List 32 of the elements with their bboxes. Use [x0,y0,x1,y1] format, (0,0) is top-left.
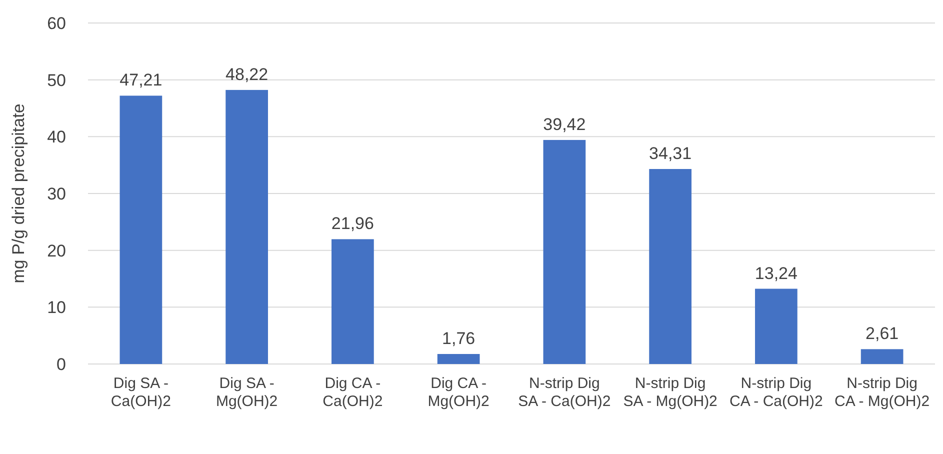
bar [332,239,374,364]
bar [120,96,162,364]
x-tick-label: Dig SA - Ca(OH)2 [110,375,171,410]
data-label: 21,96 [331,214,374,234]
x-tick-label: Dig SA - Mg(OH)2 [216,375,278,410]
data-label: 39,42 [543,114,586,134]
data-label: 1,76 [442,328,476,348]
x-tick-label: Dig CA - Ca(OH)2 [322,375,383,410]
data-label: 47,21 [120,70,162,90]
x-tick-label: N-strip Dig CA - Mg(OH)2 [834,375,930,410]
data-label: 48,22 [226,64,268,84]
x-tick-label: Dig CA - Mg(OH)2 [428,375,490,410]
bar [226,90,268,364]
bar [755,288,798,364]
data-label: 34,31 [649,144,692,164]
x-tick-label: N-strip Dig CA - Ca(OH)2 [730,375,823,410]
data-label: 13,24 [754,264,798,283]
y-tick-label: 50 [47,70,66,90]
bar [543,140,586,364]
x-tick-label: N-strip Dig SA - Ca(OH)2 [518,375,611,410]
data-label: 2,61 [866,324,899,344]
y-tick-label: 0 [56,354,66,374]
bar [649,169,692,364]
x-tick-label: N-strip Dig SA - Mg(OH)2 [623,375,718,410]
y-tick-label: 10 [47,298,66,318]
y-tick-label: 40 [47,128,66,147]
bar [860,349,904,364]
bar [437,354,480,364]
y-tick-label: 30 [47,184,66,204]
y-tick-label: 20 [47,241,66,260]
y-tick-label: 60 [47,14,66,33]
y-axis-title: mg P/g dried precipitate [9,104,28,284]
